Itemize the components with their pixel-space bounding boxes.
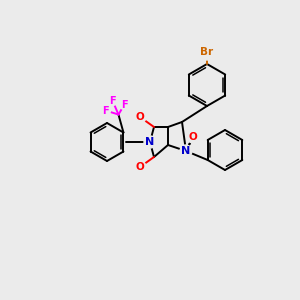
Text: F: F <box>109 95 116 106</box>
Circle shape <box>180 145 192 157</box>
Circle shape <box>134 161 146 173</box>
Text: O: O <box>189 132 197 142</box>
Circle shape <box>119 100 130 110</box>
Text: N: N <box>182 146 190 156</box>
Circle shape <box>144 136 156 148</box>
Circle shape <box>107 95 118 106</box>
Circle shape <box>187 131 199 143</box>
Circle shape <box>199 44 215 60</box>
Circle shape <box>134 111 146 123</box>
Text: N: N <box>146 137 154 147</box>
Text: O: O <box>136 112 144 122</box>
Circle shape <box>100 106 110 116</box>
Text: Br: Br <box>200 47 214 57</box>
Text: F: F <box>102 106 109 116</box>
Text: F: F <box>121 100 128 110</box>
Text: O: O <box>136 162 144 172</box>
